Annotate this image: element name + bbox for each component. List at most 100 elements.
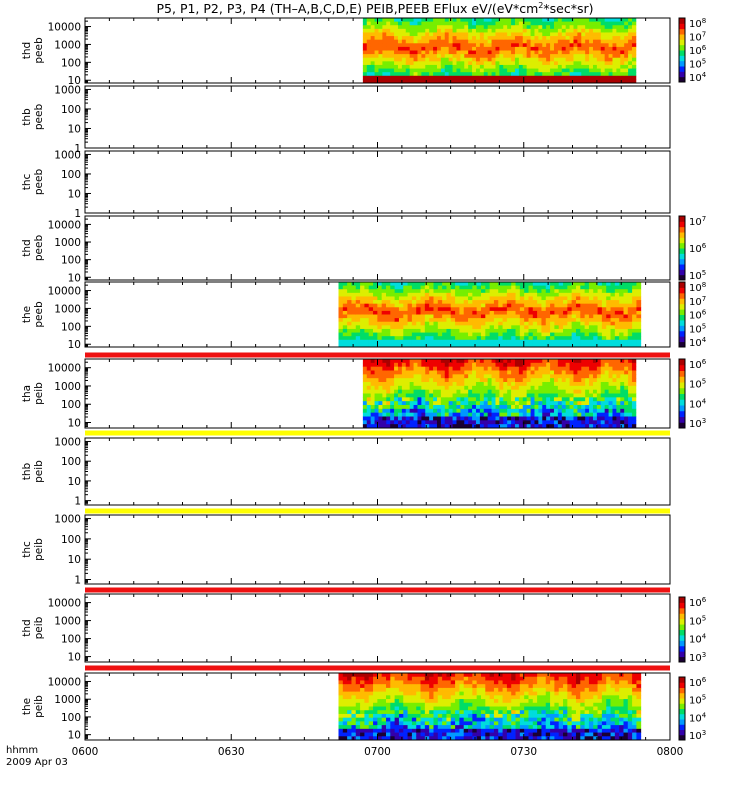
heatmap-cell	[386, 318, 391, 323]
heatmap-cell	[373, 343, 378, 348]
heatmap-cell	[448, 39, 453, 44]
heatmap-cell	[596, 382, 602, 387]
heatmap-cell	[545, 289, 551, 294]
heatmap-cell	[573, 359, 578, 364]
heatmap-cell	[565, 362, 570, 368]
heatmap-cell	[362, 412, 368, 417]
heatmap-cell	[421, 408, 426, 414]
heatmap-cell	[569, 18, 574, 23]
heatmap-cell	[550, 362, 555, 368]
heatmap-cell	[444, 25, 450, 30]
heatmap-cell	[584, 332, 590, 337]
heatmap-cell	[397, 385, 403, 391]
heatmap-cell	[475, 382, 481, 387]
heatmap-cell	[386, 50, 391, 55]
heatmap-cell	[401, 36, 407, 41]
heatmap-cell	[503, 28, 508, 33]
heatmap-cell	[373, 728, 378, 733]
heatmap-cell	[553, 68, 559, 73]
heatmap-cell	[627, 300, 633, 305]
heatmap-cell	[459, 336, 465, 341]
heatmap-cell	[397, 21, 403, 26]
colorbar-base: 10	[689, 616, 702, 627]
heatmap-cell	[580, 332, 586, 337]
heatmap-cell	[421, 378, 426, 383]
heatmap-cell	[498, 336, 503, 341]
heatmap-cell	[444, 61, 450, 66]
heatmap-cell	[546, 43, 551, 48]
heatmap-cell	[569, 370, 574, 375]
heatmap-cell	[506, 343, 512, 348]
heatmap-cell	[436, 43, 442, 48]
heatmap-cell	[593, 325, 598, 330]
heatmap-cell	[394, 710, 400, 715]
heatmap-cell	[405, 382, 411, 387]
heatmap-cell	[489, 285, 495, 290]
heatmap-cell	[355, 328, 361, 333]
heatmap-cell	[425, 408, 430, 414]
heatmap-cell	[530, 25, 535, 30]
heatmap-cell	[511, 75, 516, 80]
heatmap-cell	[565, 420, 570, 425]
heatmap-cell	[487, 408, 492, 414]
heatmap-cell	[584, 300, 590, 305]
heatmap-cell	[433, 366, 438, 371]
heatmap-cell	[440, 21, 446, 26]
heatmap-cell	[472, 318, 478, 323]
heatmap-cell	[592, 412, 598, 417]
heatmap-cell	[351, 691, 357, 696]
heatmap-cell	[390, 362, 395, 368]
heatmap-cell	[524, 318, 529, 323]
heatmap-cell	[495, 393, 500, 398]
heatmap-cell	[398, 699, 404, 704]
heatmap-cell	[522, 366, 528, 371]
heatmap-cell	[440, 72, 446, 77]
heatmap-cell	[550, 397, 555, 402]
heatmap-cell	[355, 713, 361, 719]
heatmap-cell	[631, 359, 637, 364]
heatmap-cell	[425, 25, 430, 30]
colorbar-label: 104	[689, 336, 707, 349]
heatmap-cell	[370, 370, 375, 375]
heatmap-cell	[577, 18, 582, 23]
heatmap-cell	[370, 68, 375, 73]
heatmap-cell	[381, 318, 387, 323]
heatmap-cell	[433, 393, 438, 398]
heatmap-cell	[550, 393, 555, 398]
heatmap-cell	[506, 336, 512, 341]
heatmap-cell	[460, 412, 465, 417]
heatmap-cell	[342, 676, 348, 681]
heatmap-cell	[386, 28, 391, 33]
heatmap-cell	[553, 32, 559, 37]
heatmap-cell	[351, 684, 357, 689]
probe-name: thc	[21, 541, 33, 558]
heatmap-cell	[394, 57, 399, 62]
heatmap-cell	[429, 393, 434, 398]
heatmap-cell	[440, 39, 446, 44]
heatmap-cell	[575, 336, 581, 341]
heatmap-cell	[628, 28, 633, 33]
heatmap-cell	[550, 359, 555, 364]
heatmap-cell	[464, 75, 469, 80]
heatmap-cell	[377, 673, 383, 678]
heatmap-cell	[610, 303, 616, 308]
heatmap-cell	[405, 389, 411, 394]
heatmap-cell	[476, 339, 482, 344]
heatmap-cell	[507, 50, 512, 55]
heatmap-cell	[628, 378, 633, 383]
heatmap-cell	[366, 362, 372, 368]
heatmap-cell	[606, 282, 611, 287]
heatmap-cell	[338, 717, 344, 722]
y-tick-label: 10	[68, 418, 81, 430]
heatmap-cell	[416, 289, 421, 294]
heatmap-cell	[503, 412, 508, 417]
heatmap-cell	[433, 416, 438, 421]
figure-title: P5, P1, P2, P3, P4 (TH–A,B,C,D,E) PEIB,P…	[0, 1, 750, 16]
heatmap-cell	[596, 25, 602, 30]
heatmap-cell	[378, 405, 383, 410]
heatmap-cell	[498, 296, 503, 301]
heatmap-cell	[394, 717, 400, 722]
heatmap-cell	[401, 28, 407, 33]
heatmap-cell	[614, 343, 620, 348]
heatmap-cell	[433, 28, 438, 33]
